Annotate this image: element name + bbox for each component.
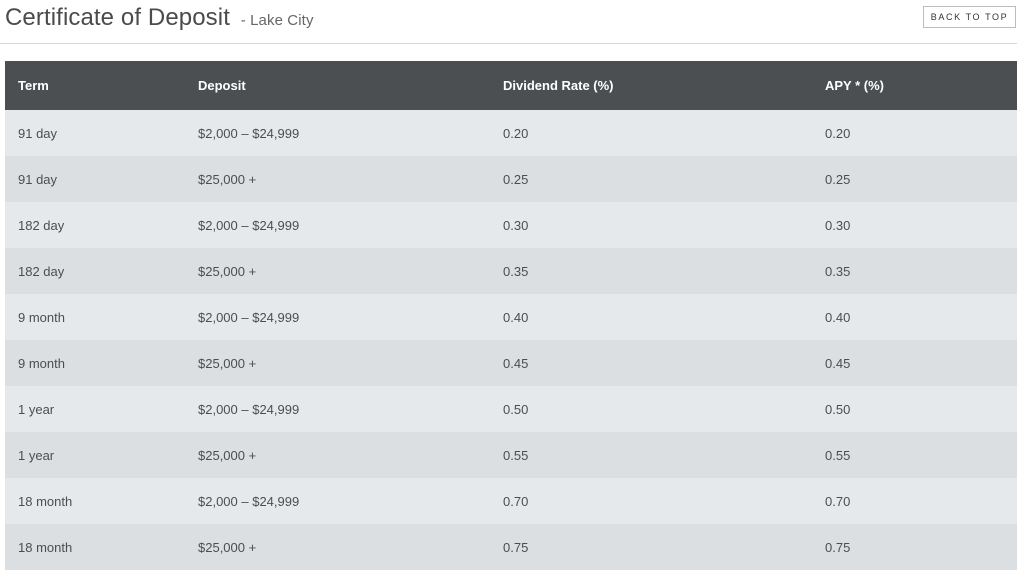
cell-apy: 0.45 [812, 340, 1017, 386]
cell-deposit: $25,000 + [185, 248, 490, 294]
rates-table: Term Deposit Dividend Rate (%) APY * (%)… [5, 61, 1017, 570]
cell-term: 1 year [5, 432, 185, 478]
cell-dividend-rate: 0.35 [490, 248, 812, 294]
cell-apy: 0.40 [812, 294, 1017, 340]
column-header-deposit: Deposit [185, 61, 490, 110]
cell-term: 9 month [5, 340, 185, 386]
cell-dividend-rate: 0.55 [490, 432, 812, 478]
cell-dividend-rate: 0.25 [490, 156, 812, 202]
cell-dividend-rate: 0.75 [490, 524, 812, 570]
table-row: 18 month $25,000 + 0.75 0.75 [5, 524, 1017, 570]
cell-deposit: $2,000 – $24,999 [185, 478, 490, 524]
cell-term: 91 day [5, 110, 185, 156]
table-row: 9 month $25,000 + 0.45 0.45 [5, 340, 1017, 386]
table-row: 1 year $2,000 – $24,999 0.50 0.50 [5, 386, 1017, 432]
back-to-top-button[interactable]: BACK TO TOP [923, 6, 1016, 28]
cell-term: 18 month [5, 524, 185, 570]
cell-dividend-rate: 0.45 [490, 340, 812, 386]
cell-term: 182 day [5, 248, 185, 294]
cell-apy: 0.30 [812, 202, 1017, 248]
cell-apy: 0.70 [812, 478, 1017, 524]
cell-term: 1 year [5, 386, 185, 432]
column-header-dividend-rate: Dividend Rate (%) [490, 61, 812, 110]
cell-term: 91 day [5, 156, 185, 202]
cell-apy: 0.55 [812, 432, 1017, 478]
table-row: 182 day $25,000 + 0.35 0.35 [5, 248, 1017, 294]
cell-deposit: $25,000 + [185, 156, 490, 202]
table-row: 91 day $2,000 – $24,999 0.20 0.20 [5, 110, 1017, 156]
cell-term: 18 month [5, 478, 185, 524]
column-header-apy: APY * (%) [812, 61, 1017, 110]
cell-apy: 0.75 [812, 524, 1017, 570]
cell-apy: 0.25 [812, 156, 1017, 202]
cell-deposit: $2,000 – $24,999 [185, 294, 490, 340]
table-row: 18 month $2,000 – $24,999 0.70 0.70 [5, 478, 1017, 524]
column-header-term: Term [5, 61, 185, 110]
cell-term: 9 month [5, 294, 185, 340]
cell-dividend-rate: 0.50 [490, 386, 812, 432]
cell-deposit: $2,000 – $24,999 [185, 202, 490, 248]
page-title-text: Certificate of Deposit [5, 4, 230, 31]
cell-apy: 0.50 [812, 386, 1017, 432]
section-header: Certificate of Deposit - Lake City BACK … [0, 0, 1017, 44]
cell-deposit: $25,000 + [185, 432, 490, 478]
cell-dividend-rate: 0.20 [490, 110, 812, 156]
table-row: 1 year $25,000 + 0.55 0.55 [5, 432, 1017, 478]
table-row: 91 day $25,000 + 0.25 0.25 [5, 156, 1017, 202]
page-subtitle: - Lake City [240, 12, 314, 29]
table-row: 9 month $2,000 – $24,999 0.40 0.40 [5, 294, 1017, 340]
cell-dividend-rate: 0.30 [490, 202, 812, 248]
cell-apy: 0.20 [812, 110, 1017, 156]
cell-deposit: $2,000 – $24,999 [185, 110, 490, 156]
cell-apy: 0.35 [812, 248, 1017, 294]
table-row: 182 day $2,000 – $24,999 0.30 0.30 [5, 202, 1017, 248]
cell-dividend-rate: 0.40 [490, 294, 812, 340]
cell-deposit: $2,000 – $24,999 [185, 386, 490, 432]
cell-term: 182 day [5, 202, 185, 248]
cell-deposit: $25,000 + [185, 524, 490, 570]
table-header-row: Term Deposit Dividend Rate (%) APY * (%) [5, 61, 1017, 110]
cell-dividend-rate: 0.70 [490, 478, 812, 524]
cell-deposit: $25,000 + [185, 340, 490, 386]
page-title: Certificate of Deposit - Lake City [5, 4, 314, 32]
